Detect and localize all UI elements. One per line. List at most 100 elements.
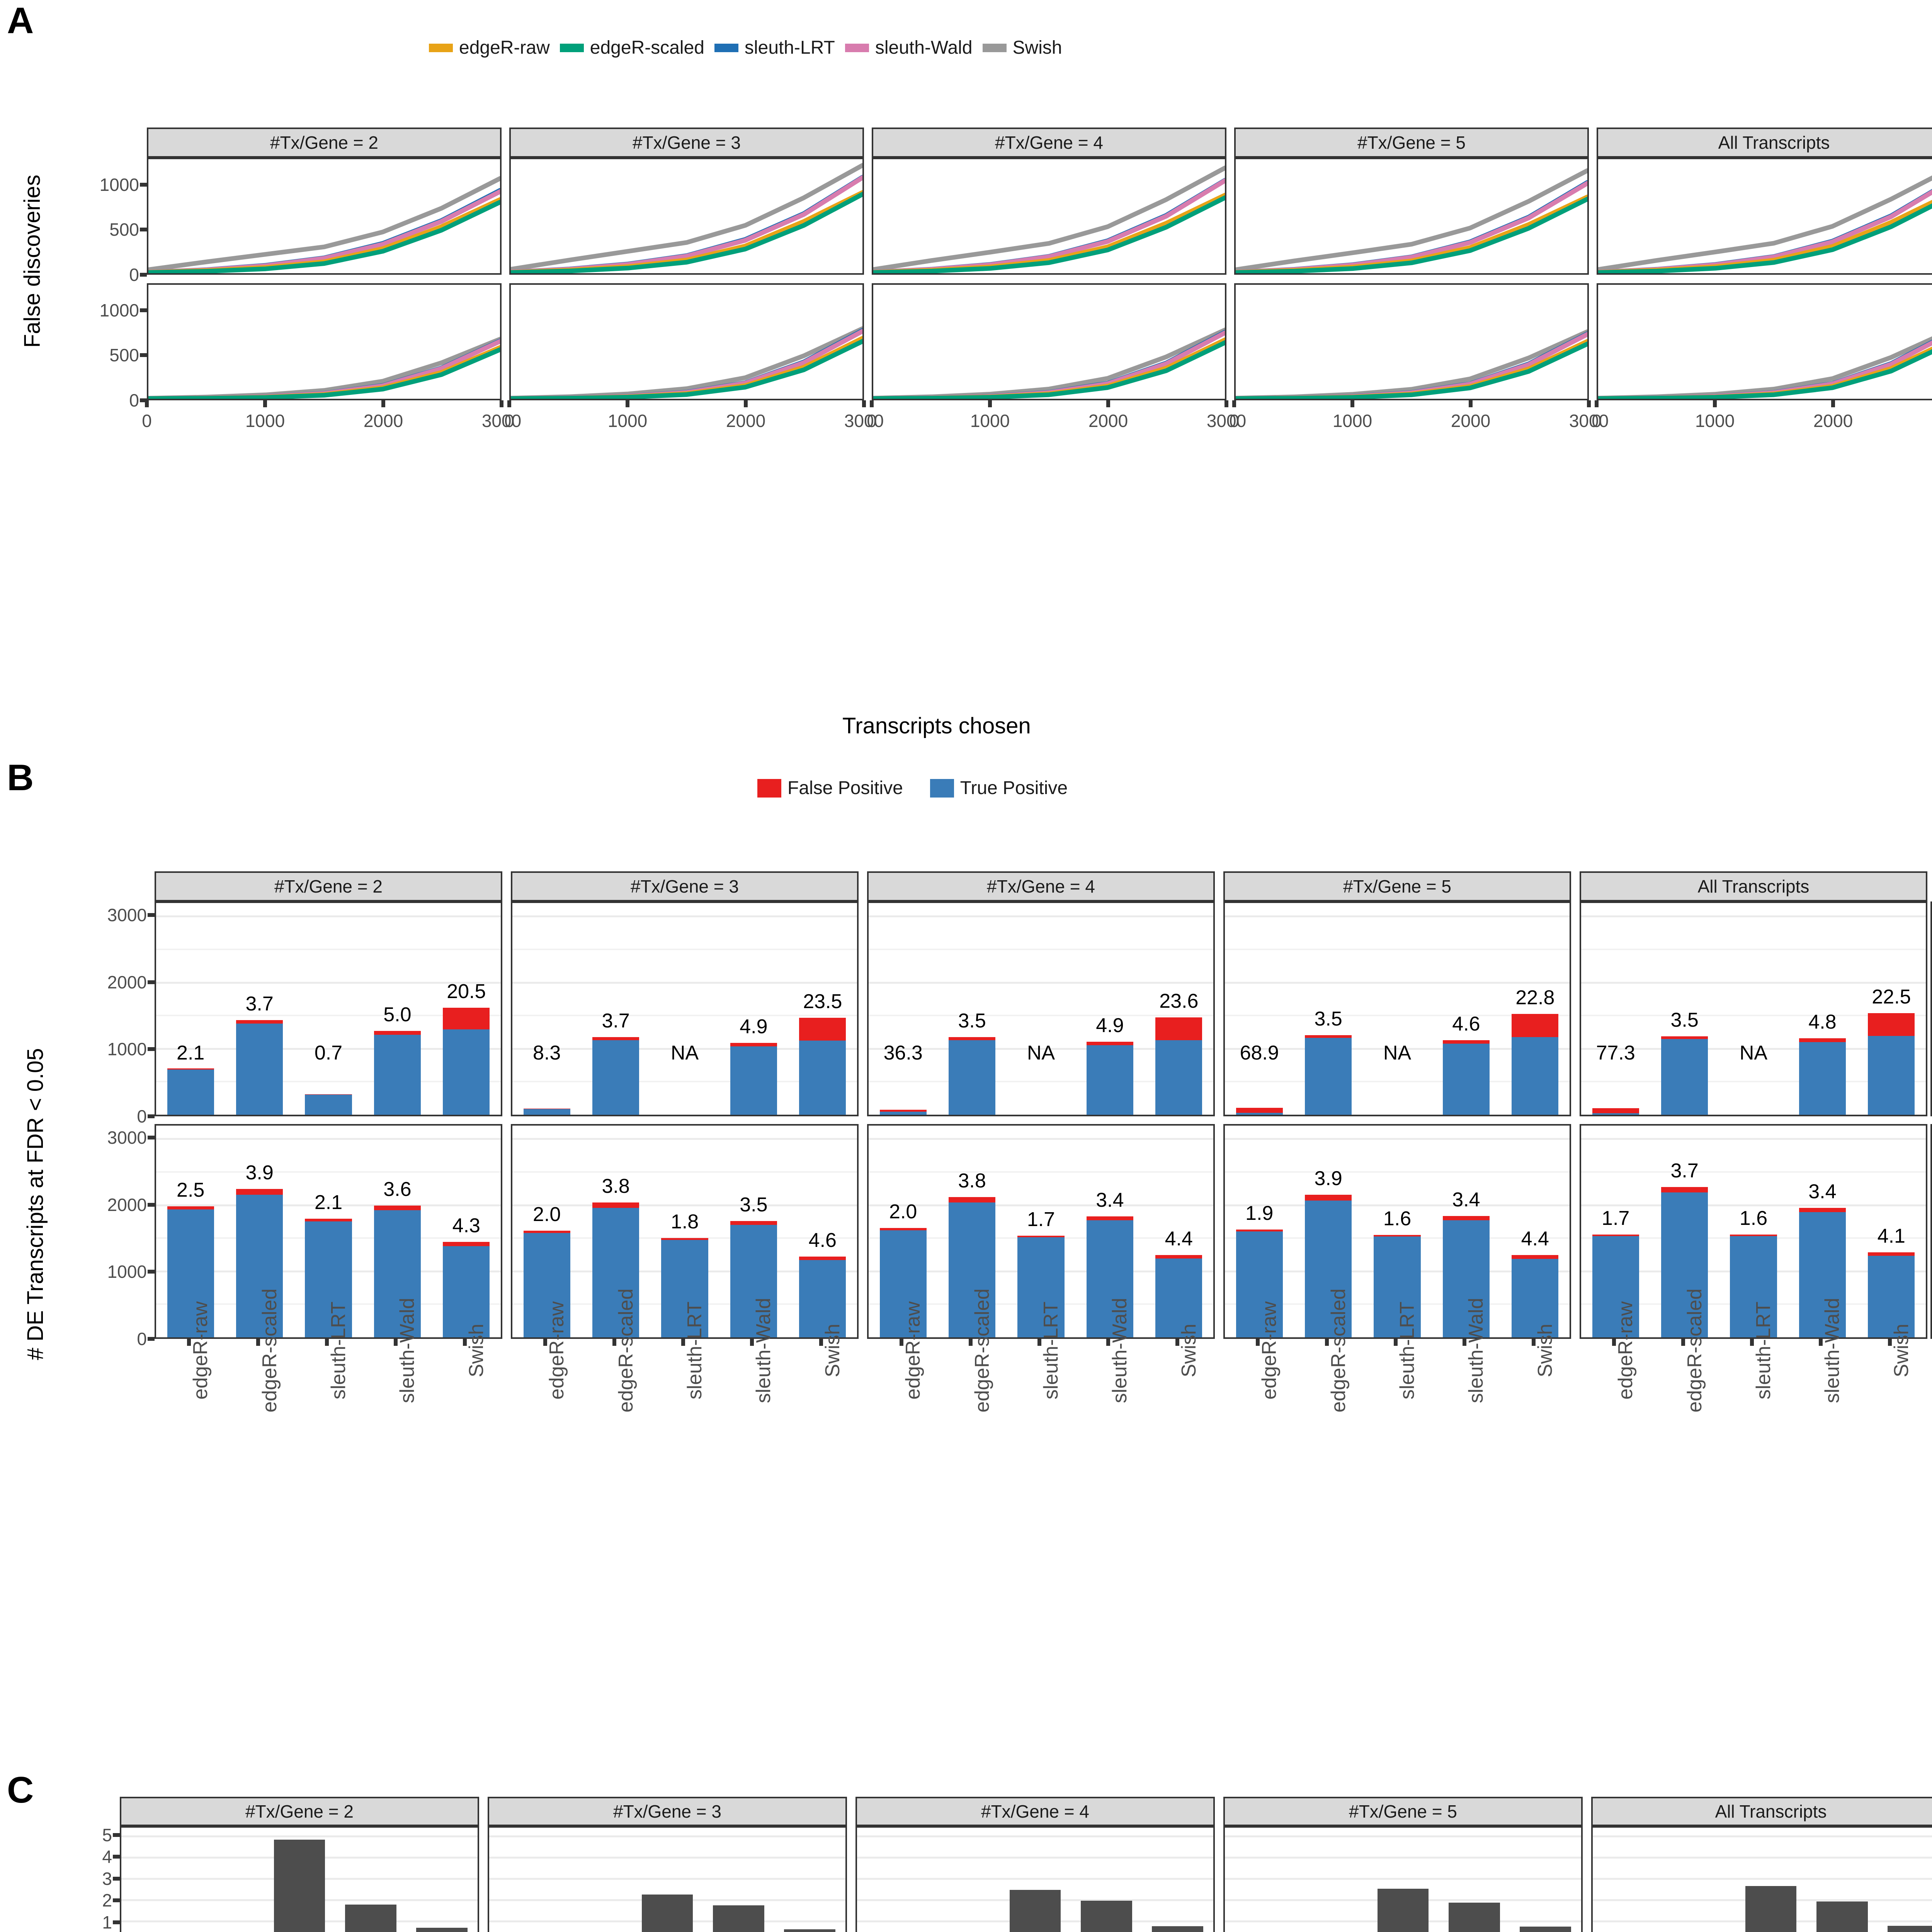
bar-sleuth-lrt: [641, 1895, 693, 1932]
bar-segment-false-positive: [799, 1256, 846, 1260]
bar-segment-true-positive: [1086, 1220, 1134, 1337]
gridline: [857, 1857, 1213, 1859]
bar-segment-false-positive: [1512, 1255, 1559, 1259]
bar-value-label: 22.8: [1515, 986, 1555, 1009]
gridline-minor: [869, 1015, 1213, 1017]
x-axis-tick-mark: [1531, 1339, 1536, 1346]
bar-value-label: 1.7: [1027, 1208, 1055, 1231]
panel-letter-b: B: [7, 757, 34, 798]
bar-segment-false-positive: [1799, 1038, 1846, 1042]
legend-item: sleuth-LRT: [714, 37, 835, 58]
bar-segment-false-positive: [1512, 1014, 1559, 1037]
x-axis-tick-mark: [862, 400, 866, 407]
bar-value-label: 3.7: [602, 1010, 630, 1032]
bar-segment-false-positive: [1592, 1234, 1639, 1236]
y-axis-tick-label: 3000: [107, 905, 147, 925]
bar-value-label: 4.1: [1877, 1225, 1905, 1247]
legend-swatch-edger-raw: [429, 43, 453, 52]
bar-segment-false-positive: [1304, 1035, 1352, 1038]
bar-segment-true-positive: [1086, 1045, 1134, 1115]
bar-segment-false-positive: [1442, 1040, 1490, 1044]
bar-swish: [1520, 1926, 1571, 1932]
y-axis-tick-mark: [148, 913, 155, 917]
gridline: [512, 1114, 857, 1115]
bar-segment-true-positive: [1512, 1037, 1559, 1115]
x-axis-tick-label: 2000: [1088, 411, 1128, 431]
bar-value-label: 3.5: [740, 1193, 768, 1216]
bar-edger-raw: [167, 1206, 214, 1337]
y-axis-tick-label: 2000: [107, 1194, 147, 1215]
gridline-minor: [512, 948, 857, 950]
x-axis-tick-label: 1000: [970, 411, 1010, 431]
x-axis-tick-label: 3000: [481, 411, 522, 431]
gridline: [869, 981, 1213, 984]
bar-edger-scaled: [236, 1189, 283, 1337]
bar-sleuth-wald: [1086, 1041, 1134, 1115]
bar-sleuth-lrt: [661, 1238, 708, 1337]
bar-segment-false-positive: [236, 1020, 283, 1024]
facet-strip-col: #Tx/Gene = 3: [511, 871, 859, 901]
bar-segment-false-positive: [523, 1231, 570, 1233]
bar-value-label: 36.3: [883, 1042, 923, 1064]
x-axis-tick-mark: [1463, 1339, 1467, 1346]
line-series-group: [148, 337, 500, 399]
line-series-group: [511, 163, 862, 273]
gridline: [512, 1138, 857, 1140]
x-axis-tick-mark: [1595, 400, 1599, 407]
x-axis-tick-mark: [870, 400, 874, 407]
bar-value-label: 5.0: [383, 1003, 412, 1026]
bar-value-label: 3.6: [383, 1178, 412, 1201]
bar-value-label: 3.9: [1314, 1167, 1342, 1190]
gridline: [1581, 1114, 1926, 1115]
bar-value-label: 20.5: [447, 980, 486, 1003]
facet-panel: [872, 283, 1226, 400]
gridline-minor: [1225, 948, 1570, 950]
x-axis-tick-mark: [1587, 400, 1591, 407]
bar-swish: [784, 1929, 836, 1932]
bar-swish: [1155, 1017, 1202, 1115]
gridline-minor: [1225, 1015, 1570, 1017]
gridline: [156, 981, 501, 984]
facet-strip-col: #Tx/Gene = 5: [1223, 871, 1571, 901]
bar-value-label: 1.8: [670, 1211, 699, 1233]
gridline: [489, 1878, 845, 1880]
bar-segment-true-positive: [1868, 1256, 1915, 1337]
facet-panel: [509, 158, 864, 275]
line-series-group: [1598, 175, 1932, 273]
gridline: [869, 915, 1213, 918]
y-axis-tick-mark: [148, 980, 155, 984]
bar-sleuth-wald: [345, 1905, 396, 1932]
bar-sleuth-lrt: [1730, 1235, 1777, 1337]
bar-segment-true-positive: [305, 1221, 352, 1337]
legend-item: Swish: [982, 37, 1062, 58]
bar-value-label: 3.7: [1670, 1159, 1699, 1182]
x-axis-tick-mark: [1831, 400, 1835, 407]
y-axis-tick-mark: [113, 1833, 120, 1837]
bar-edger-scaled: [236, 1020, 283, 1115]
gridline: [1581, 1048, 1926, 1050]
y-axis-tick-label: 1000: [107, 1262, 147, 1282]
bar-segment-true-positive: [592, 1040, 639, 1115]
line-edger-scaled: [1598, 349, 1932, 399]
gridline: [1225, 1857, 1581, 1859]
y-axis-tick-mark: [148, 1202, 155, 1207]
bar-value-label: 4.9: [740, 1015, 768, 1038]
y-axis-tick-mark: [113, 1920, 120, 1924]
bar-segment-true-positive: [592, 1208, 639, 1337]
facet-strip-col: #Tx/Gene = 4: [855, 1797, 1215, 1826]
bar-segment-false-positive: [948, 1197, 996, 1202]
bar-value-label: 3.5: [1670, 1009, 1699, 1031]
y-axis-tick-label: 3: [102, 1868, 112, 1889]
legend-item: edgeR-raw: [429, 37, 550, 58]
y-axis-tick-label: 0: [137, 1106, 147, 1126]
y-axis-tick-label: 3000: [107, 1127, 147, 1148]
x-axis-tick-label: 3000: [844, 411, 884, 431]
bar-sleuth-wald: [1799, 1038, 1846, 1115]
legend-item: sleuth-Wald: [845, 37, 973, 58]
gridline: [869, 1204, 1213, 1206]
x-axis-tick-mark: [1750, 1339, 1754, 1346]
bar-segment-true-positive: [1374, 1236, 1421, 1337]
bar-segment-false-positive: [1374, 1235, 1421, 1237]
bar-segment-true-positive: [661, 1240, 708, 1337]
x-axis-tick-mark: [187, 1339, 191, 1346]
